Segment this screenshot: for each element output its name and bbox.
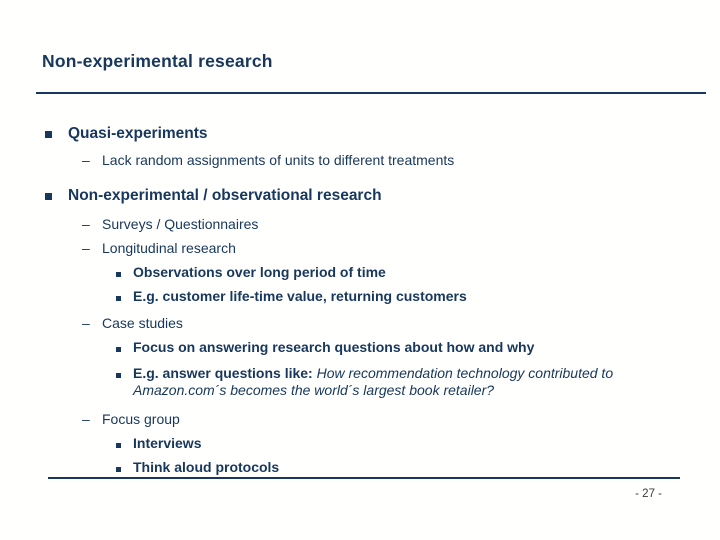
bullet-list: Quasi-experiments – Lack random assignment…	[0, 120, 710, 476]
bullet-text: Case studies	[102, 315, 183, 331]
bullet-text: Focus on answering research questions ab…	[133, 339, 535, 355]
bullet-item: – Case studies	[0, 315, 710, 332]
bullet-text: Observations over long period of time	[133, 264, 386, 280]
bullet-text: Focus group	[102, 411, 180, 427]
bullet-text: E.g. customer life-time value, returning…	[133, 288, 467, 304]
bullet-item: Quasi-experiments	[0, 124, 710, 143]
bullet-text-segment: How recommendation technology contribute…	[133, 365, 614, 398]
bullet-text: Longitudinal research	[102, 240, 236, 256]
bullet-item: E.g. customer life-time value, returning…	[0, 288, 710, 305]
bullet-item: Interviews	[0, 435, 710, 452]
dash-bullet-icon: –	[82, 152, 90, 168]
square-bullet-icon	[45, 124, 68, 143]
bullet-text: Think aloud protocols	[133, 459, 280, 475]
square-bullet-icon	[116, 264, 133, 281]
bullet-item: – Surveys / Questionnaires	[0, 216, 710, 233]
dash-bullet-icon: –	[82, 216, 90, 232]
title-divider	[36, 92, 706, 94]
square-bullet-icon	[116, 365, 133, 382]
bullet-item: – Longitudinal research	[0, 240, 710, 257]
bullet-item: – Lack random assignments of units to dif…	[0, 152, 710, 169]
bullet-text: Surveys / Questionnaires	[102, 216, 259, 232]
square-bullet-icon	[116, 288, 133, 305]
slide-title: Non-experimental research	[42, 51, 273, 71]
bullet-text: Interviews	[133, 435, 202, 451]
bullet-item: Think aloud protocols	[0, 459, 710, 476]
bullet-text-segment: E.g. answer questions like:	[133, 365, 317, 381]
square-bullet-icon	[116, 459, 133, 476]
dash-bullet-icon: –	[82, 411, 90, 427]
square-bullet-icon	[45, 186, 68, 205]
footer-divider	[48, 477, 680, 479]
square-bullet-icon	[116, 339, 133, 356]
bullet-text: Non-experimental / observational researc…	[68, 187, 382, 204]
bullet-text: E.g. answer questions like: How recommen…	[133, 365, 673, 399]
bullet-item: – Focus group	[0, 411, 710, 428]
page-number: - 27 -	[635, 488, 662, 500]
bullet-item: Non-experimental / observational researc…	[0, 186, 710, 205]
square-bullet-icon	[116, 435, 133, 452]
bullet-item: E.g. answer questions like: How recommen…	[0, 365, 710, 399]
bullet-item: Focus on answering research questions ab…	[0, 339, 710, 356]
bullet-item: Observations over long period of time	[0, 264, 710, 281]
bullet-text: Quasi-experiments	[68, 125, 208, 142]
bullet-text: Lack random assignments of units to diff…	[102, 152, 455, 168]
dash-bullet-icon: –	[82, 315, 90, 331]
dash-bullet-icon: –	[82, 240, 90, 256]
